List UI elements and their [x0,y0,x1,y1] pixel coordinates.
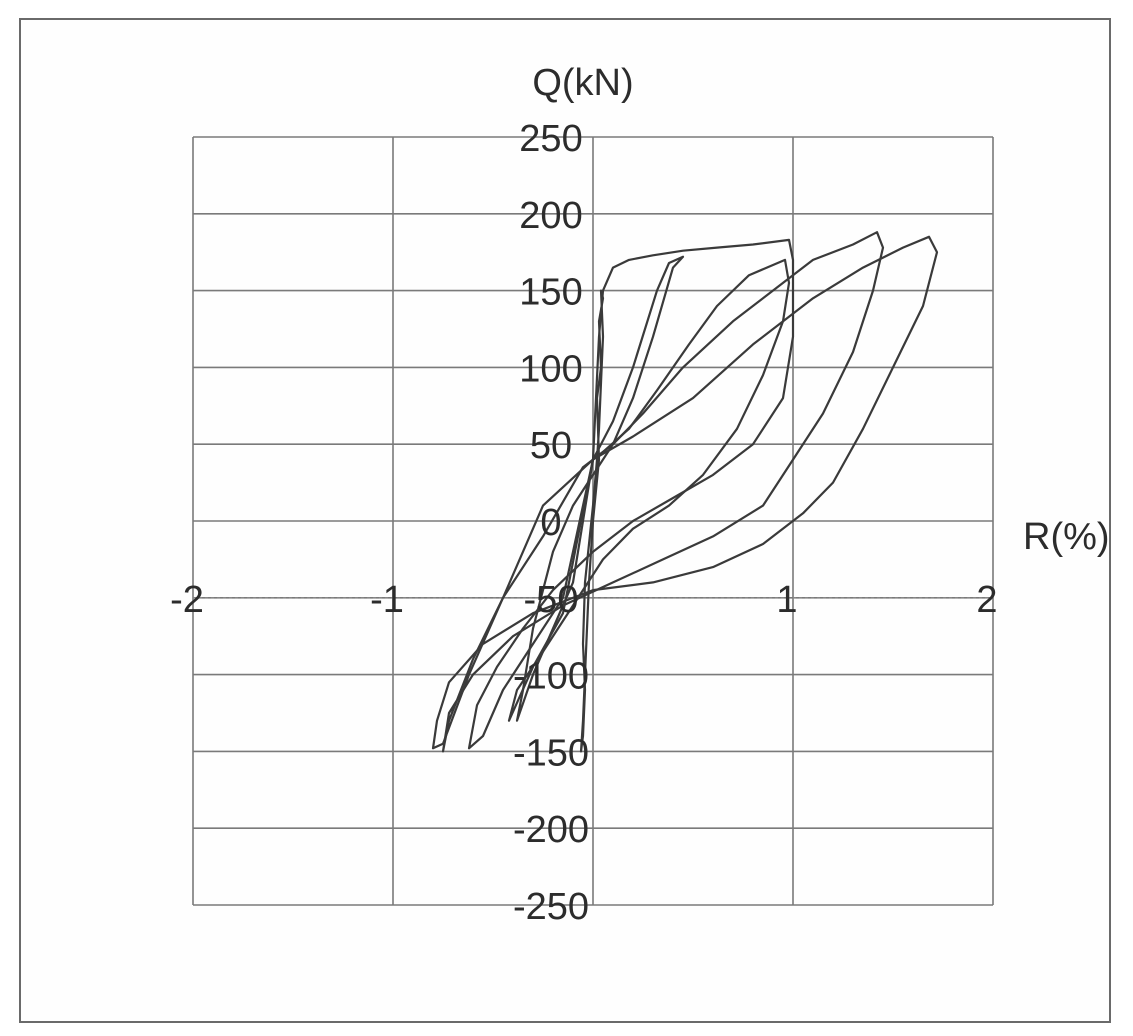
y-tick-label: -50 [524,579,579,621]
y-tick-label: 250 [519,118,582,160]
series-layer [431,231,939,753]
series-line-2 [515,255,685,722]
x-axis-title: R(%) [1023,516,1110,558]
y-axis-title: Q(kN) [532,62,633,104]
y-tick-label: 0 [540,502,561,544]
x-tick-label: 2 [976,579,997,621]
series-line-6 [431,235,939,750]
y-tick-label: 150 [519,272,582,314]
y-tick-label: -200 [513,809,589,851]
series-line-5 [441,231,885,753]
x-tick-label: -2 [170,579,204,621]
y-tick-label: 200 [519,195,582,237]
y-tick-label: 100 [519,348,582,390]
tick-labels: -250 -200 -150 -100 -50 0 50 100 150 200 250 -2 -1 1 2 [170,118,997,928]
x-tick-label: -1 [370,579,404,621]
y-tick-label: 50 [530,425,572,467]
grid [192,136,994,906]
y-tick-label: -100 [513,656,589,698]
x-tick-label: 1 [776,579,797,621]
y-tick-label: -250 [513,886,589,928]
series-line-1 [579,289,605,753]
series-line-4 [467,238,795,750]
y-tick-label: -150 [513,732,589,774]
series-line-3 [507,258,791,722]
